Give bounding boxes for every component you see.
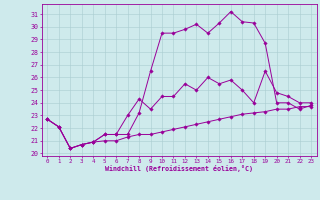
X-axis label: Windchill (Refroidissement éolien,°C): Windchill (Refroidissement éolien,°C) bbox=[105, 165, 253, 172]
